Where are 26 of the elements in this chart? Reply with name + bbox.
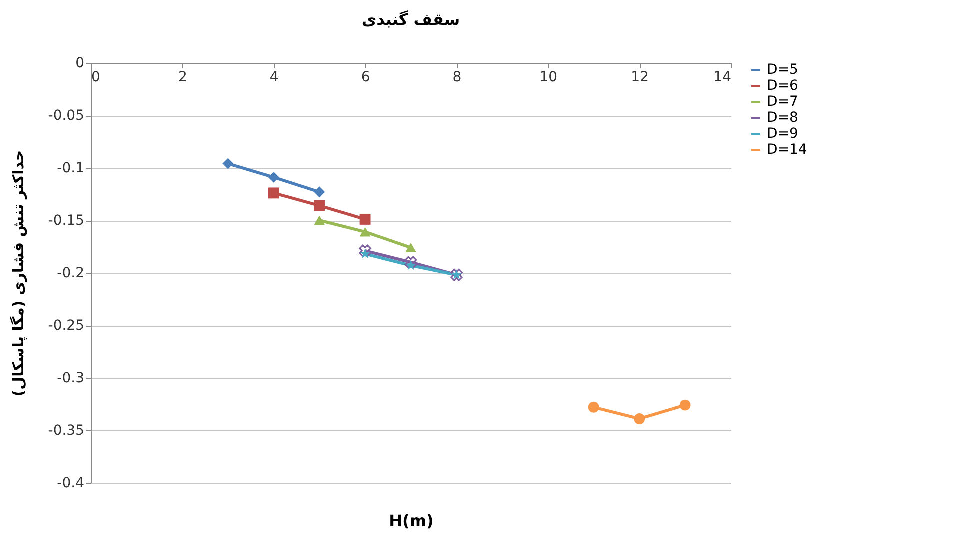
y-tick-label: -0.1 [57,160,84,176]
y-axis-title: حداکثر تنش فشاری (مگا پاسکال) [9,150,28,397]
y-tick-label: -0.25 [48,318,84,334]
legend-label: D=6 [767,78,799,94]
y-tick-label: -0.3 [57,370,84,386]
x-axis-title: H(m) [389,512,434,530]
legend-label: D=9 [767,126,798,142]
y-tick-label: -0.05 [48,108,84,124]
y-tick-label: -0.35 [48,423,84,439]
y-tick-label: -0.15 [48,213,84,229]
legend-label: D=8 [767,110,798,126]
y-tick-label: -0.4 [57,476,85,492]
x-tick-label: 6 [361,70,370,86]
legend-label: D=7 [767,94,798,110]
y-tick-label: -0.2 [57,266,84,282]
x-tick-label: 8 [452,70,462,86]
legend-label: D=5 [767,62,798,78]
x-tick-label: 0 [92,70,100,86]
x-tick-label: 10 [540,70,558,86]
x-tick-label: 12 [631,70,649,86]
x-tick-label: 2 [178,70,188,86]
x-tick-label: 14 [714,70,732,86]
y-tick-label: 0 [76,56,84,72]
legend-label: D=14 [767,142,808,158]
x-tick-label: 4 [270,70,279,86]
chart-title: سقف گنبدی [362,10,460,29]
